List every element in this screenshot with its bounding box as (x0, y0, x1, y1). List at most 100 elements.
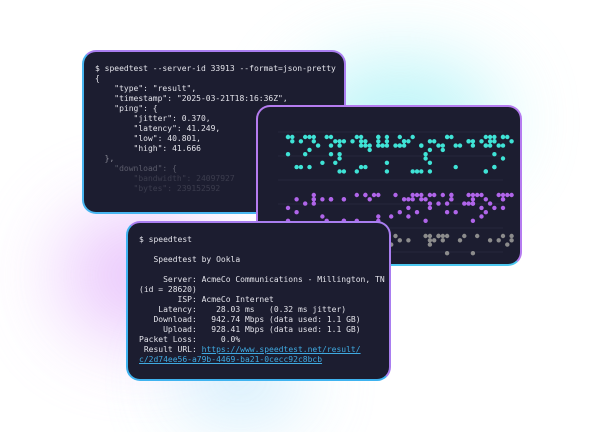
dot (358, 139, 364, 144)
dot (462, 201, 467, 206)
result-url-link-cont[interactable]: c/2d74ee56-a79b-4469-ba21-0cecc92c8bcb (139, 355, 323, 364)
dot (487, 134, 493, 140)
dot (470, 143, 476, 148)
dot (509, 192, 514, 198)
dot (285, 152, 291, 157)
json-line: "download": { (95, 164, 177, 173)
dot (462, 233, 467, 239)
dot (444, 210, 450, 215)
dot (337, 143, 342, 148)
dot (363, 192, 368, 198)
dot (509, 238, 514, 243)
dot-plot (278, 131, 514, 256)
dot (414, 169, 420, 174)
dot (298, 139, 304, 144)
cli-line: Latency: 28.03 ms (0.32 ms jitter) (139, 305, 347, 314)
dot (457, 238, 463, 243)
dot (384, 139, 390, 144)
dot (311, 139, 316, 144)
dot (509, 139, 514, 144)
dot (449, 134, 454, 140)
dot (307, 134, 312, 140)
dot (500, 192, 506, 198)
dot (500, 233, 506, 239)
dot (444, 251, 450, 256)
dot (440, 147, 445, 153)
dot (354, 192, 359, 198)
dot (414, 210, 420, 215)
dot (483, 143, 488, 148)
dot (406, 139, 411, 144)
dot (436, 233, 441, 239)
dot (290, 139, 295, 144)
dot (492, 152, 497, 157)
dot (423, 197, 428, 202)
cli-line: Download: 942.74 Mbps (data used: 1.1 GB… (139, 315, 361, 324)
cli-output: $ speedtest Speedtest by Ookla Server: A… (139, 235, 385, 365)
dot (376, 214, 381, 219)
dot (376, 143, 381, 148)
dot (285, 134, 291, 140)
dot (397, 238, 402, 243)
json-line: }, (95, 154, 115, 163)
dot (479, 205, 484, 211)
dot (470, 139, 476, 144)
dot (341, 197, 347, 202)
dot (466, 139, 471, 144)
dot (328, 152, 334, 157)
dot (500, 205, 506, 211)
dot (290, 134, 295, 140)
dot (470, 201, 476, 206)
dot (354, 169, 359, 174)
cli-terminal-window: $ speedtest Speedtest by Ookla Server: A… (126, 221, 391, 381)
dot (427, 139, 433, 144)
json-line: "high": 41.666 (95, 144, 201, 153)
json-line: "low": 40.801, (95, 134, 201, 143)
dot (397, 210, 402, 215)
dot (376, 134, 381, 140)
cli-line: Upload: 928.41 Mbps (data used: 1.1 GB) (139, 325, 361, 334)
dot (337, 156, 342, 161)
dot (419, 197, 424, 202)
json-line: "latency": 41.249, (95, 124, 221, 133)
dot (328, 197, 334, 202)
dot (376, 192, 381, 198)
dot (432, 238, 437, 243)
dot (401, 197, 407, 202)
dot (423, 218, 428, 223)
dot (358, 164, 364, 170)
dot (384, 169, 390, 174)
dot (487, 139, 493, 144)
dot (487, 201, 493, 206)
dot (410, 197, 415, 202)
dot (466, 201, 471, 206)
dot (401, 139, 407, 144)
dot (410, 169, 415, 174)
dot (487, 238, 493, 243)
json-line: "type": "result", (95, 84, 197, 93)
dot (483, 134, 488, 140)
dot (440, 192, 445, 198)
dot (423, 233, 428, 239)
dot (298, 164, 304, 170)
dot (410, 134, 415, 140)
dot (500, 197, 506, 202)
dot (406, 238, 411, 243)
dot (324, 134, 329, 140)
dot (432, 139, 437, 144)
dot (307, 164, 312, 170)
dot (384, 143, 390, 148)
dot (470, 197, 476, 202)
dot (367, 143, 372, 148)
result-url-link[interactable]: https://www.speedtest.net/result/ (201, 345, 361, 354)
dot (419, 192, 424, 198)
dot (457, 143, 463, 148)
dot (397, 134, 402, 140)
dot (483, 197, 488, 202)
dot (303, 201, 308, 206)
dot (358, 134, 364, 140)
dot (427, 147, 433, 153)
cli-line: (id = 28620) (139, 285, 197, 294)
cli-line: Packet Loss: 0.0% (139, 335, 241, 344)
dot (487, 143, 493, 148)
